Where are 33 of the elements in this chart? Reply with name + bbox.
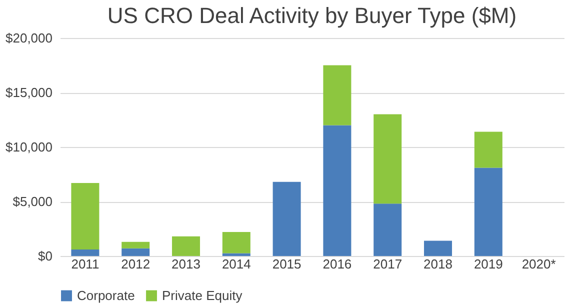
bar [374, 114, 402, 204]
x-tick-label: 2015 [272, 256, 302, 272]
bar [122, 242, 150, 248]
x-tick-label: 2011 [71, 256, 100, 272]
x-tick-label: 2020* [522, 256, 556, 272]
x-tick-label: 2013 [172, 256, 200, 272]
y-tick-label: $20,000 [6, 30, 52, 46]
bar [222, 232, 250, 254]
bar [474, 168, 502, 256]
bar [222, 253, 250, 256]
y-tick-label: $10,000 [6, 140, 52, 154]
x-tick-label: 2012 [121, 256, 150, 272]
chart-title: US CRO Deal Activity by Buyer Type ($M) [107, 3, 517, 28]
x-tick-label: 2014 [222, 256, 251, 272]
x-tick-label: 2016 [322, 256, 352, 272]
bar [71, 182, 100, 250]
bar [272, 182, 301, 256]
bar [424, 240, 452, 256]
bar [323, 125, 352, 256]
bar [71, 249, 100, 256]
bar [374, 204, 402, 256]
bar [172, 236, 200, 256]
bar [474, 132, 502, 168]
legend-label: Corporate [77, 288, 135, 303]
bar [122, 248, 150, 256]
bar [323, 65, 352, 126]
x-tick-label: 2017 [373, 256, 402, 272]
y-tick-label: $0 [38, 248, 52, 264]
y-tick-label: $15,000 [6, 85, 52, 100]
x-tick-label: 2019 [474, 256, 503, 272]
x-tick-label: 2018 [424, 256, 452, 272]
y-tick-label: $5,000 [12, 194, 52, 209]
legend-label: Private Equity [162, 288, 243, 303]
